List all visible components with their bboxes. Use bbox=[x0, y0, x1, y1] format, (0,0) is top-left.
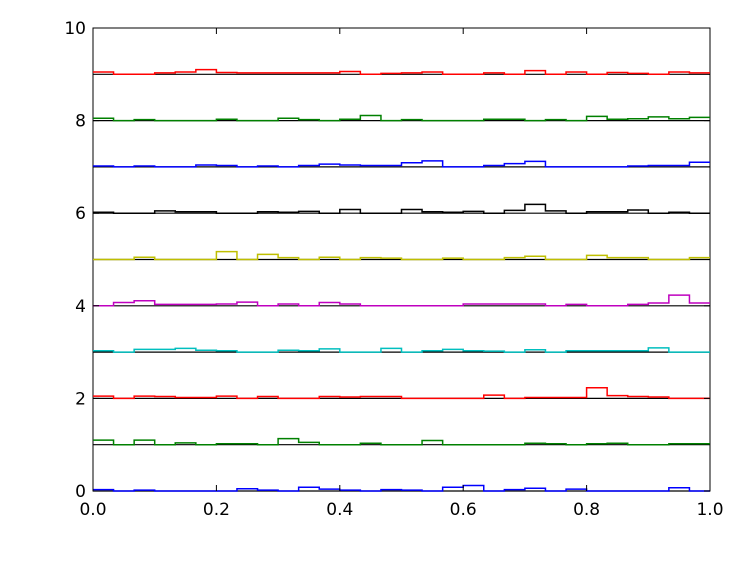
x-tick-label: 0.2 bbox=[203, 500, 230, 520]
x-tick-label: 0.8 bbox=[573, 500, 600, 520]
histogram-steps bbox=[93, 68, 710, 76]
histogram-series bbox=[93, 68, 710, 76]
x-tick-label: 0.6 bbox=[450, 500, 477, 520]
histogram-steps bbox=[93, 294, 710, 307]
histogram-series bbox=[93, 160, 710, 168]
y-tick-label: 6 bbox=[75, 204, 86, 224]
histogram-series bbox=[93, 114, 710, 122]
x-tick-label: 1.0 bbox=[696, 500, 723, 520]
histogram-steps bbox=[93, 250, 710, 261]
x-axis-tick-labels: 0.0 0.2 0.4 0.6 0.8 1.0 bbox=[79, 500, 723, 520]
y-tick-label: 0 bbox=[75, 482, 86, 502]
histogram-steps bbox=[93, 114, 710, 122]
histogram-series bbox=[93, 387, 710, 400]
y-tick-label: 4 bbox=[75, 297, 86, 317]
plot-area bbox=[92, 27, 711, 492]
histogram-series bbox=[93, 437, 710, 446]
histogram-steps bbox=[93, 347, 710, 353]
histogram-steps bbox=[93, 203, 710, 214]
x-tick-label: 0.4 bbox=[326, 500, 353, 520]
series-layer bbox=[93, 68, 710, 492]
y-tick-label: 10 bbox=[64, 19, 86, 39]
histogram-series bbox=[93, 250, 710, 261]
histogram-steps bbox=[93, 437, 710, 446]
histogram-series bbox=[93, 203, 710, 214]
histogram-series bbox=[93, 294, 710, 307]
y-tick-label: 2 bbox=[75, 389, 86, 409]
y-tick-label: 8 bbox=[75, 112, 86, 132]
histogram-steps bbox=[93, 160, 710, 168]
ticks-layer bbox=[92, 27, 711, 492]
histogram-series bbox=[93, 347, 710, 353]
x-tick-label: 0.0 bbox=[79, 500, 106, 520]
y-axis-tick-labels: 0 2 4 6 8 10 bbox=[64, 19, 86, 502]
histogram-steps bbox=[93, 387, 710, 400]
